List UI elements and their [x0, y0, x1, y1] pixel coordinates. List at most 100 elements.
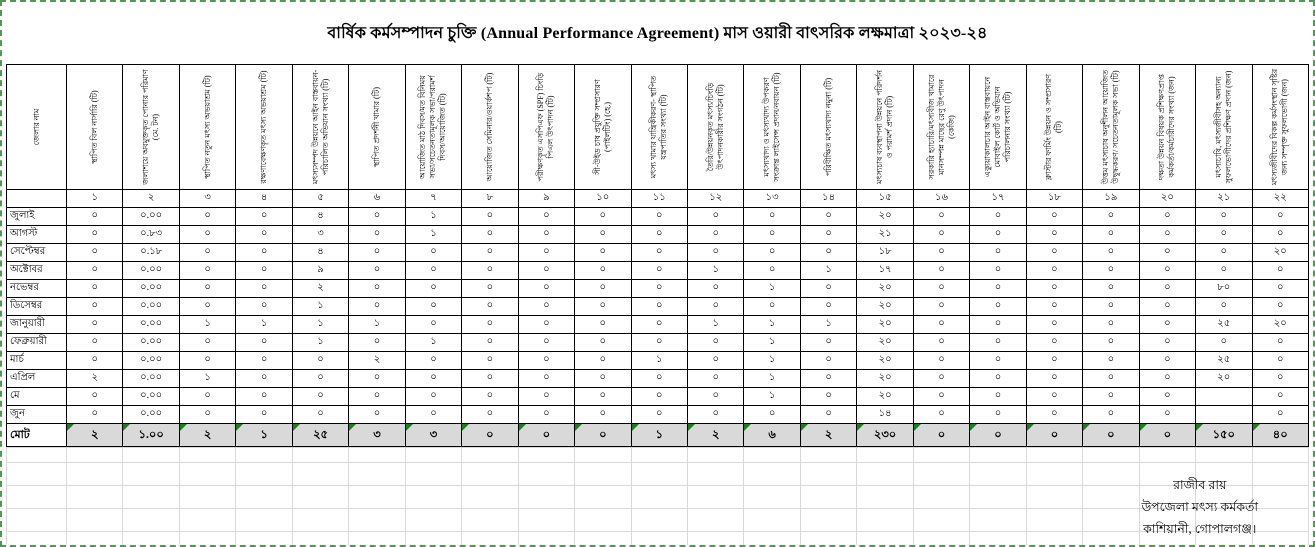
data-cell[interactable]: ০	[912, 243, 971, 262]
data-cell[interactable]: ২০	[1195, 369, 1253, 388]
empty-cell[interactable]	[743, 447, 801, 463]
data-cell[interactable]: ১	[743, 369, 801, 388]
data-cell[interactable]: ২০	[856, 333, 914, 352]
data-cell[interactable]: ০	[404, 405, 463, 424]
serial-cell[interactable]: ৭	[404, 189, 463, 208]
data-cell[interactable]: ২০	[856, 369, 914, 388]
data-cell[interactable]: ০	[799, 351, 858, 370]
empty-cell[interactable]	[1251, 531, 1310, 545]
data-cell[interactable]: ২০	[856, 207, 914, 226]
data-cell[interactable]: ০	[1082, 333, 1140, 352]
total-cell[interactable]: ০	[517, 423, 576, 447]
empty-cell[interactable]	[912, 508, 971, 532]
data-cell[interactable]: ১৮	[856, 243, 914, 262]
empty-cell[interactable]	[517, 485, 576, 509]
empty-cell[interactable]	[6, 508, 67, 532]
column-header-14[interactable]: পরিবীক্ষিত মৎস্যখাদ্য নমুনা (টি)	[799, 64, 858, 190]
total-cell[interactable]: ২৩০	[856, 423, 914, 447]
row-label[interactable]: অক্টোবর	[6, 261, 67, 280]
data-cell[interactable]: ০	[461, 261, 519, 280]
data-cell[interactable]: ০.১৮	[122, 243, 180, 262]
empty-cell[interactable]	[461, 508, 519, 532]
data-cell[interactable]: ৪	[291, 243, 350, 262]
data-cell[interactable]: ০	[686, 297, 745, 316]
data-cell[interactable]: ০	[574, 279, 632, 298]
data-cell[interactable]: ০	[686, 351, 745, 370]
empty-cell[interactable]	[122, 462, 180, 486]
total-cell[interactable]: ১	[630, 423, 688, 447]
data-cell[interactable]: ২০	[856, 351, 914, 370]
data-cell[interactable]: ০	[65, 243, 124, 262]
data-cell[interactable]: ০	[1138, 387, 1197, 406]
empty-cell[interactable]	[178, 462, 237, 486]
data-cell[interactable]: ০	[969, 405, 1027, 424]
data-cell[interactable]: ২	[65, 369, 124, 388]
data-cell[interactable]: ০	[1195, 225, 1253, 244]
empty-cell[interactable]	[799, 447, 858, 463]
empty-cell[interactable]	[1025, 462, 1084, 486]
empty-cell[interactable]	[574, 485, 632, 509]
data-cell[interactable]: ০	[1251, 405, 1310, 424]
serial-cell[interactable]: ১৫	[856, 189, 914, 208]
data-cell[interactable]: ১	[291, 315, 350, 334]
empty-cell[interactable]	[1251, 447, 1310, 463]
data-cell[interactable]: ০	[1195, 297, 1253, 316]
empty-cell[interactable]	[348, 508, 406, 532]
empty-cell[interactable]	[291, 447, 350, 463]
total-cell[interactable]: ৪০	[1251, 423, 1310, 447]
column-header-2[interactable]: জলাশয়ে অবমুক্তকৃত পোনার পরিমাণ (মে. টন)	[122, 64, 180, 190]
data-cell[interactable]: ১	[348, 315, 406, 334]
serial-cell[interactable]: ২১	[1195, 189, 1253, 208]
total-cell[interactable]: ০	[969, 423, 1027, 447]
data-cell[interactable]: ০	[178, 207, 237, 226]
data-cell[interactable]: ২০	[856, 387, 914, 406]
data-cell[interactable]: ০	[743, 243, 801, 262]
data-cell[interactable]: ০.০০	[122, 279, 180, 298]
data-cell[interactable]: ০	[686, 405, 745, 424]
empty-cell[interactable]	[630, 462, 688, 486]
data-cell[interactable]: ০	[912, 351, 971, 370]
data-cell[interactable]: ০	[404, 261, 463, 280]
empty-cell[interactable]	[1082, 531, 1140, 545]
data-cell[interactable]: ০	[348, 297, 406, 316]
total-cell[interactable]: ২	[178, 423, 237, 447]
data-cell[interactable]: ০	[912, 315, 971, 334]
data-cell[interactable]: ০.০০	[122, 207, 180, 226]
empty-cell[interactable]	[461, 531, 519, 545]
empty-cell[interactable]	[461, 485, 519, 509]
data-cell[interactable]	[1195, 387, 1253, 406]
data-cell[interactable]: ০	[912, 279, 971, 298]
empty-cell[interactable]	[348, 462, 406, 486]
empty-cell[interactable]	[65, 485, 124, 509]
empty-cell[interactable]	[856, 447, 914, 463]
data-cell[interactable]: ০	[65, 297, 124, 316]
empty-cell[interactable]	[235, 531, 293, 545]
data-cell[interactable]: ০	[574, 261, 632, 280]
empty-cell[interactable]	[574, 531, 632, 545]
data-cell[interactable]: ০	[178, 333, 237, 352]
data-cell[interactable]: ০	[1082, 387, 1140, 406]
total-cell[interactable]: ০	[461, 423, 519, 447]
total-cell[interactable]: ১.০০	[122, 423, 180, 447]
total-cell[interactable]: ২	[686, 423, 745, 447]
data-cell[interactable]: ০	[630, 405, 688, 424]
empty-cell[interactable]	[969, 485, 1027, 509]
data-cell[interactable]: ০	[178, 351, 237, 370]
empty-cell[interactable]	[574, 462, 632, 486]
row-label[interactable]: ডিসেম্বর	[6, 297, 67, 316]
data-cell[interactable]: ২৫	[1195, 315, 1253, 334]
data-cell[interactable]: ০	[178, 405, 237, 424]
empty-cell[interactable]	[1251, 508, 1310, 532]
serial-cell[interactable]: ৪	[235, 189, 293, 208]
data-cell[interactable]: ০	[969, 333, 1027, 352]
data-cell[interactable]: ০	[1082, 369, 1140, 388]
data-cell[interactable]: ০.০০	[122, 387, 180, 406]
data-cell[interactable]: ০	[686, 243, 745, 262]
data-cell[interactable]: ০	[1251, 351, 1310, 370]
empty-cell[interactable]	[856, 531, 914, 545]
empty-cell[interactable]	[235, 462, 293, 486]
empty-cell[interactable]	[630, 485, 688, 509]
serial-cell[interactable]: ১	[65, 189, 124, 208]
data-cell[interactable]: ২০	[1251, 315, 1310, 334]
column-header-13[interactable]: মৎস্যখাদ্য ও মৎস্যখাদ্য উপকরণ সংক্রান্ত …	[743, 64, 801, 190]
